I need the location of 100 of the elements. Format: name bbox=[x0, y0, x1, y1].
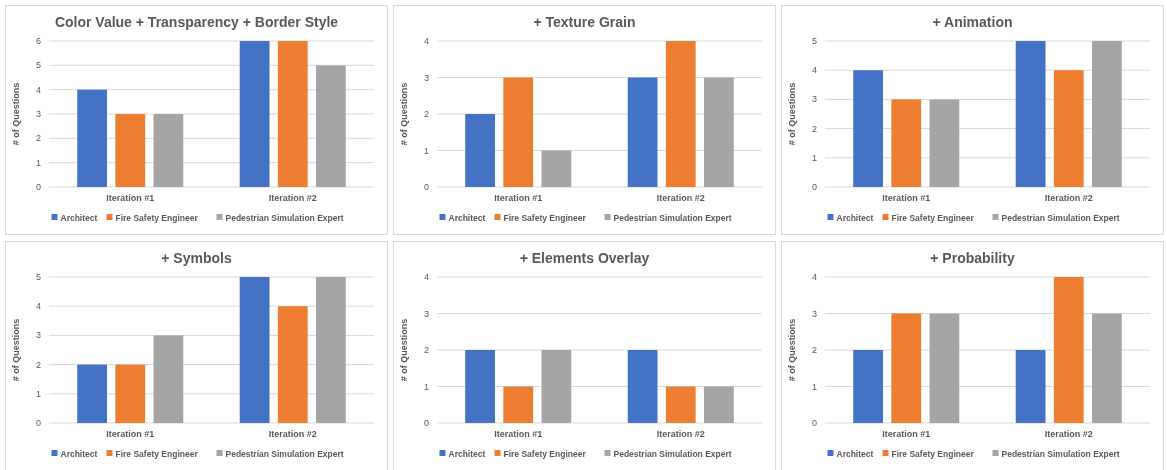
bar bbox=[929, 99, 960, 187]
y-tick-label: 5 bbox=[811, 36, 817, 46]
bar bbox=[503, 77, 534, 187]
y-tick-label: 4 bbox=[35, 84, 41, 95]
legend-label: Pedestrian Simulation Expert bbox=[1001, 449, 1120, 459]
x-tick-label: Iteration #1 bbox=[882, 193, 931, 203]
bar bbox=[541, 150, 572, 187]
legend-label: Pedestrian Simulation Expert bbox=[225, 213, 344, 223]
y-tick-label: 2 bbox=[423, 109, 429, 119]
bar bbox=[115, 114, 146, 187]
legend-label: Fire Safety Engineer bbox=[891, 449, 975, 459]
x-tick-label: Iteration #1 bbox=[106, 429, 155, 439]
bar bbox=[1015, 41, 1046, 187]
bar bbox=[703, 77, 734, 187]
y-tick-label: 3 bbox=[811, 94, 817, 105]
y-axis-title: # of Questions bbox=[787, 318, 797, 382]
y-tick-label: 1 bbox=[811, 152, 817, 163]
y-tick-label: 4 bbox=[811, 65, 817, 76]
y-tick-label: 2 bbox=[35, 133, 41, 144]
legend-label: Architect bbox=[836, 213, 874, 223]
bar bbox=[77, 89, 108, 187]
y-tick-label: 0 bbox=[423, 182, 429, 192]
y-tick-label: 6 bbox=[35, 36, 41, 46]
legend-label: Architect bbox=[60, 213, 98, 223]
x-tick-label: Iteration #1 bbox=[882, 429, 931, 439]
x-tick-label: Iteration #2 bbox=[268, 429, 317, 439]
legend-label: Pedestrian Simulation Expert bbox=[613, 213, 732, 223]
y-tick-label: 2 bbox=[811, 345, 817, 355]
legend-label: Fire Safety Engineer bbox=[115, 449, 199, 459]
y-axis-title: # of Questions bbox=[399, 318, 409, 382]
bar bbox=[77, 364, 108, 423]
chart-title: + Probability bbox=[930, 250, 1015, 266]
chart-title: + Symbols bbox=[161, 250, 232, 266]
bar bbox=[153, 335, 184, 423]
y-tick-label: 1 bbox=[423, 145, 429, 156]
bar bbox=[627, 77, 658, 187]
y-axis-title: # of Questions bbox=[11, 318, 21, 382]
chart-title: + Texture Grain bbox=[533, 14, 636, 30]
bar bbox=[1091, 313, 1122, 423]
legend-label: Fire Safety Engineer bbox=[503, 213, 587, 223]
chart-title: + Elements Overlay bbox=[519, 250, 650, 266]
bar bbox=[239, 277, 270, 423]
y-tick-label: 4 bbox=[423, 36, 429, 46]
y-tick-label: 5 bbox=[35, 60, 41, 71]
legend-label: Fire Safety Engineer bbox=[891, 213, 975, 223]
y-tick-label: 2 bbox=[811, 123, 817, 134]
bar bbox=[1015, 350, 1046, 423]
y-axis-title: # of Questions bbox=[399, 82, 409, 146]
y-tick-label: 5 bbox=[35, 272, 41, 282]
bar bbox=[665, 41, 696, 187]
y-tick-label: 0 bbox=[423, 418, 429, 428]
legend-label: Pedestrian Simulation Expert bbox=[613, 449, 732, 459]
bar bbox=[891, 313, 922, 423]
legend-label: Architect bbox=[836, 449, 874, 459]
y-tick-label: 1 bbox=[35, 388, 41, 399]
bar bbox=[929, 313, 960, 423]
bar bbox=[1053, 70, 1084, 187]
legend-label: Fire Safety Engineer bbox=[503, 449, 587, 459]
x-tick-label: Iteration #2 bbox=[268, 193, 317, 203]
bar bbox=[277, 41, 308, 187]
x-tick-label: Iteration #2 bbox=[1044, 193, 1093, 203]
bar bbox=[315, 65, 346, 187]
legend-label: Architect bbox=[60, 449, 98, 459]
bar bbox=[277, 306, 308, 423]
y-tick-label: 4 bbox=[423, 272, 429, 282]
legend-label: Architect bbox=[448, 449, 486, 459]
y-tick-label: 1 bbox=[811, 381, 817, 392]
bar bbox=[891, 99, 922, 187]
y-tick-label: 2 bbox=[35, 359, 41, 370]
y-tick-label: 0 bbox=[811, 182, 817, 192]
x-tick-label: Iteration #2 bbox=[656, 429, 705, 439]
y-tick-label: 3 bbox=[35, 109, 41, 119]
legend-label: Architect bbox=[448, 213, 486, 223]
bar bbox=[465, 114, 496, 187]
bar bbox=[153, 114, 184, 187]
bar bbox=[853, 70, 884, 187]
chart-title: Color Value + Transparency + Border Style bbox=[54, 14, 339, 30]
legend-label: Pedestrian Simulation Expert bbox=[225, 449, 344, 459]
x-tick-label: Iteration #1 bbox=[106, 193, 155, 203]
y-tick-label: 3 bbox=[423, 72, 429, 83]
chart-title: + Animation bbox=[932, 14, 1013, 30]
bar bbox=[315, 277, 346, 423]
bar bbox=[239, 41, 270, 187]
x-tick-label: Iteration #2 bbox=[1044, 429, 1093, 439]
bar bbox=[1091, 41, 1122, 187]
y-axis-title: # of Questions bbox=[787, 82, 797, 146]
x-tick-label: Iteration #1 bbox=[494, 429, 543, 439]
bar bbox=[1053, 277, 1084, 423]
y-tick-label: 0 bbox=[35, 182, 41, 192]
y-tick-label: 4 bbox=[811, 272, 817, 282]
y-tick-label: 1 bbox=[35, 157, 41, 168]
y-tick-label: 0 bbox=[811, 418, 817, 428]
legend-label: Fire Safety Engineer bbox=[115, 213, 199, 223]
y-tick-label: 1 bbox=[423, 381, 429, 392]
y-tick-label: 3 bbox=[35, 330, 41, 341]
y-tick-label: 4 bbox=[35, 301, 41, 312]
legend-label: Pedestrian Simulation Expert bbox=[1001, 213, 1120, 223]
y-axis-title: # of Questions bbox=[11, 82, 21, 146]
y-tick-label: 2 bbox=[423, 345, 429, 355]
bar bbox=[115, 364, 146, 423]
